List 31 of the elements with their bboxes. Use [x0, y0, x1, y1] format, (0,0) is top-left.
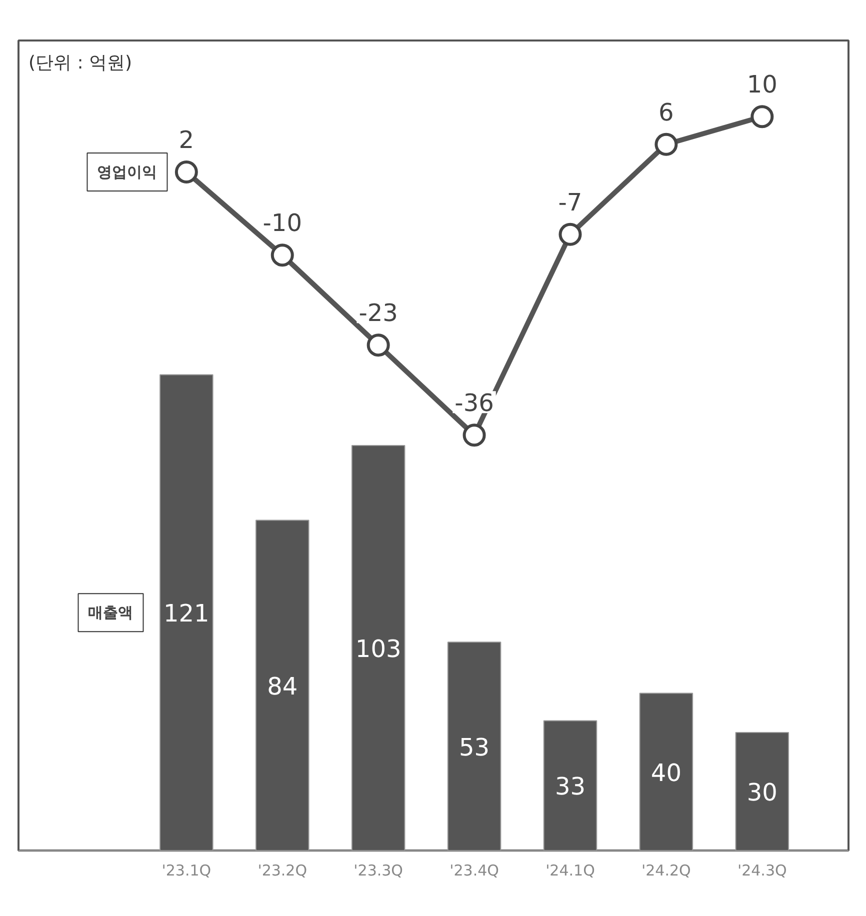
x-tick-label: '23.1Q: [162, 862, 212, 880]
x-tick-label: '23.2Q: [258, 862, 308, 880]
data-label: 10: [746, 70, 778, 99]
data-label: -7: [558, 188, 582, 216]
data-label: 6: [658, 98, 674, 126]
point: [366, 334, 390, 357]
data-label: 33: [554, 772, 586, 801]
data-label: 30: [746, 778, 778, 807]
data-label: 40: [650, 758, 682, 787]
point: [558, 222, 582, 246]
data-label: 121: [164, 600, 210, 628]
series-label: 매출액: [88, 604, 134, 622]
data-label: -23: [358, 299, 398, 328]
point: [270, 244, 294, 267]
x-tick-label: '24.1Q: [546, 862, 595, 880]
data-label: 2: [178, 126, 194, 154]
data-label: -10: [262, 209, 302, 238]
data-label: 53: [459, 733, 490, 762]
point: [462, 424, 486, 447]
point: [654, 132, 678, 156]
series-label: 영업이익: [97, 163, 158, 182]
data-label: 103: [355, 635, 402, 663]
data-label: 84: [267, 672, 298, 700]
point: [750, 105, 774, 128]
text: (단위 : 억원): [28, 52, 132, 74]
x-tick-label: '24.3Q: [737, 862, 787, 880]
x-tick-label: '23.4Q: [450, 862, 499, 880]
x-tick-label: '23.3Q: [354, 862, 404, 880]
data-label: -36: [454, 389, 494, 418]
x-tick-label: '24.2Q: [642, 862, 691, 880]
point: [174, 160, 198, 184]
